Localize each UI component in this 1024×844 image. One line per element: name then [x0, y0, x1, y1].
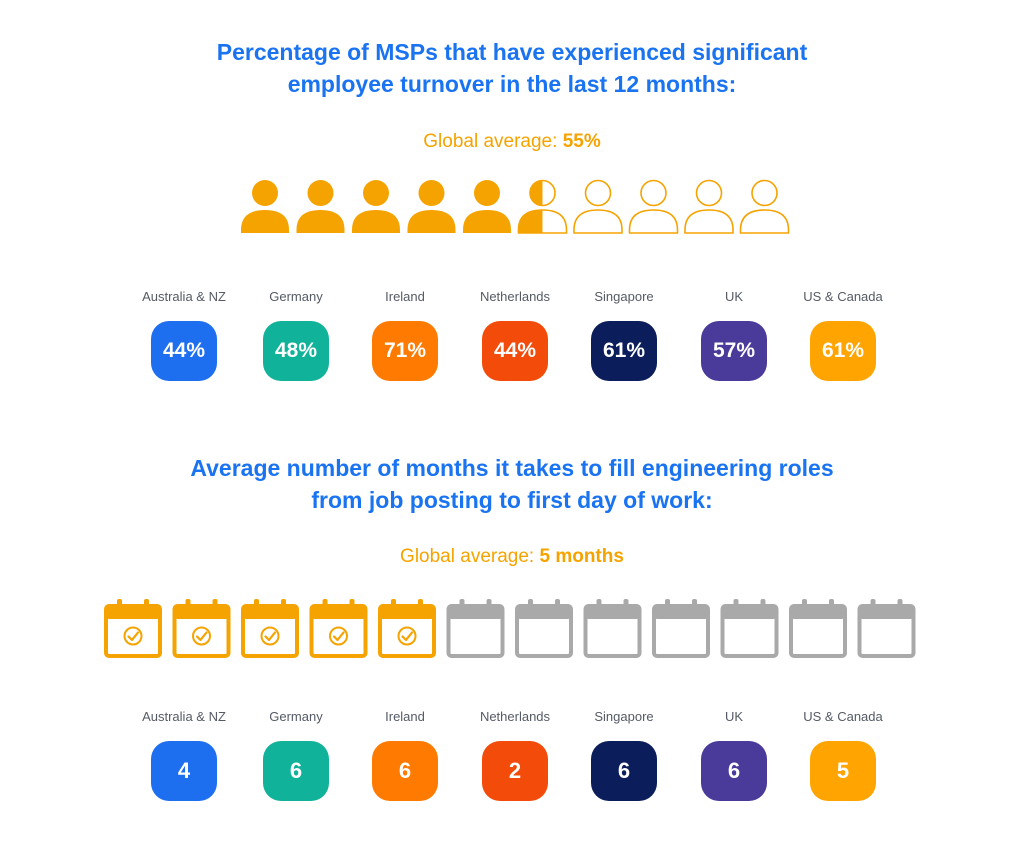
hiring-region-labels: Australia & NZ Germany Ireland Netherlands S… [0, 709, 1024, 729]
calendar-check-icon [172, 599, 231, 658]
turnover-region-label: UK [724, 289, 744, 304]
hiring-region-label: Ireland [385, 709, 425, 724]
hiring-value-badge: 6 [701, 741, 767, 801]
turnover-region-labels: Australia & NZ Germany Ireland Netherlands S… [0, 289, 1024, 309]
calendar-icon [583, 599, 642, 658]
calendar-icon [720, 599, 779, 658]
turnover-title-line1: Percentage of MSPs that have experienced… [216, 39, 808, 65]
hiring-region-label: US & Canada [803, 709, 883, 724]
person-icon [739, 179, 790, 234]
hiring-title-line1: Average number of months it takes to fil… [190, 455, 834, 481]
turnover-value-badge: 61% [591, 321, 657, 381]
turnover-region-label: Ireland [385, 289, 425, 304]
turnover-region-label: Germany [269, 289, 323, 304]
person-icon [573, 179, 623, 234]
turnover-value-badge: 44% [151, 321, 217, 381]
turnover-region-label: Australia & NZ [142, 289, 226, 304]
turnover-value-badge: 71% [372, 321, 438, 381]
hiring-value-badge: 5 [810, 741, 876, 801]
turnover-value-badge: 44% [482, 321, 548, 381]
calendar-icon [652, 599, 710, 658]
calendar-icon [857, 599, 916, 658]
hiring-value-badge: 2 [482, 741, 548, 801]
calendar-icon [515, 599, 573, 658]
turnover-title: Percentage of MSPs that have experienced… [0, 36, 1024, 100]
turnover-value-badge: 61% [810, 321, 876, 381]
hiring-avg-value: 5 months [539, 546, 624, 567]
calendar-check-icon [378, 599, 436, 658]
hiring-value-badge: 4 [151, 741, 217, 801]
person-icon [241, 180, 289, 233]
hiring-region-label: Australia & NZ [142, 709, 226, 724]
calendar-check-icon [241, 599, 299, 658]
hiring-region-label: Germany [269, 709, 323, 724]
person-icon [352, 180, 400, 233]
turnover-region-label: US & Canada [803, 289, 883, 304]
hiring-region-label: Singapore [594, 709, 654, 724]
person-icon [628, 179, 679, 234]
turnover-avg-label: Global average: [423, 131, 558, 152]
calendar-icon [789, 599, 847, 658]
person-icon [407, 180, 456, 233]
hiring-value-badge: 6 [263, 741, 329, 801]
turnover-region-label: Singapore [594, 289, 654, 304]
turnover-value-badge: 48% [263, 321, 329, 381]
hiring-avg-label: Global average: [400, 546, 535, 567]
turnover-avg-value: 55% [562, 131, 601, 152]
calendar-check-icon [309, 599, 368, 658]
hiring-global-average: Global average: 5 months [0, 546, 1024, 568]
person-icon [463, 180, 511, 233]
hiring-region-label: Netherlands [479, 709, 551, 724]
calendar-check-icon [104, 599, 162, 658]
hiring-value-badge: 6 [591, 741, 657, 801]
turnover-value-badge: 57% [701, 321, 767, 381]
person-icon [517, 179, 568, 234]
calendar-icon-row [104, 599, 916, 658]
person-icon [684, 179, 734, 234]
hiring-title: Average number of months it takes to fil… [0, 452, 1024, 516]
hiring-title-line2: from job posting to first day of work: [311, 487, 713, 513]
hiring-region-label: UK [724, 709, 744, 724]
person-icon [296, 180, 345, 233]
turnover-title-line2: employee turnover in the last 12 months: [287, 71, 737, 97]
turnover-global-average: Global average: 55% [0, 131, 1024, 153]
calendar-icon [446, 599, 505, 658]
turnover-region-label: Netherlands [479, 289, 551, 304]
people-icon-row [241, 179, 790, 234]
hiring-value-badge: 6 [372, 741, 438, 801]
